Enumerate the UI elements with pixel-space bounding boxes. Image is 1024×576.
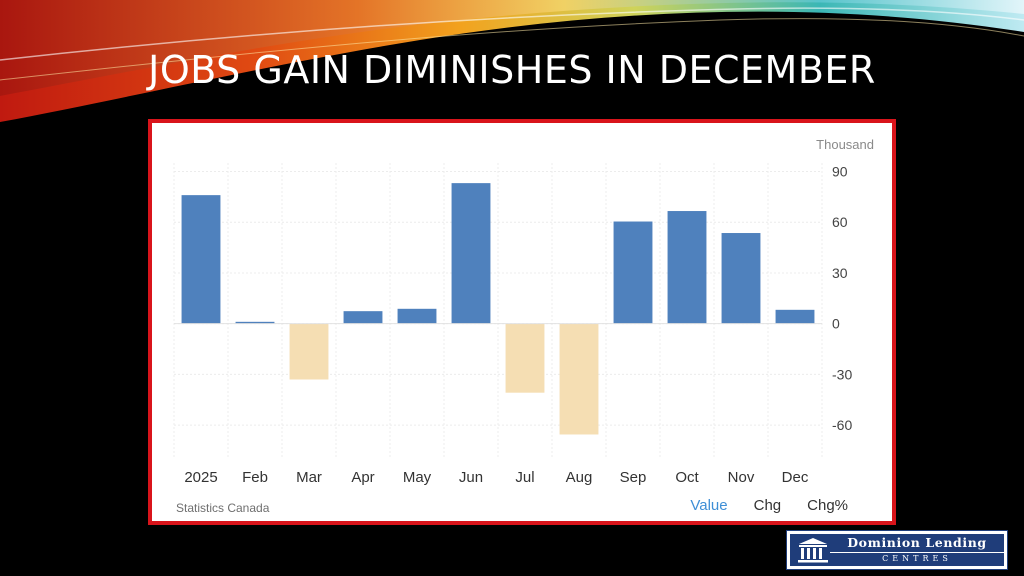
x-tick-label: Aug xyxy=(566,469,593,486)
y-tick-label: -30 xyxy=(832,366,852,382)
bar-jul xyxy=(505,323,545,393)
x-tick-label: Jun xyxy=(459,469,483,486)
company-logo: Dominion Lending CENTRES xyxy=(786,530,1008,570)
x-tick-label: Apr xyxy=(351,469,374,486)
x-tick-label: Feb xyxy=(242,469,268,486)
y-tick-label: 90 xyxy=(832,163,848,179)
bar-feb xyxy=(235,321,275,324)
chart-source: Statistics Canada xyxy=(176,501,270,515)
bar-dec xyxy=(775,309,815,324)
bar-2025 xyxy=(181,195,221,324)
x-tick-label: Oct xyxy=(675,469,699,486)
bar-sep xyxy=(613,221,653,324)
bar-mar xyxy=(289,323,329,380)
x-tick-label: Sep xyxy=(620,469,647,486)
y-tick-label: 30 xyxy=(832,265,848,281)
bar-may xyxy=(397,308,437,324)
decorative-swoosh xyxy=(0,0,1024,122)
y-tick-label: 0 xyxy=(832,316,840,332)
slide-title: JOBS GAIN DIMINISHES IN DECEMBER xyxy=(148,48,876,92)
chart-unit-label: Thousand xyxy=(816,137,874,152)
bar-apr xyxy=(343,311,383,324)
chart-frame: 90 60 30 0 -30 -60 2025 Feb Mar Apr May Jun Jul Aug Se… xyxy=(148,119,896,525)
building-columns-icon xyxy=(798,538,828,563)
tab-value[interactable]: Value xyxy=(690,497,728,514)
bar-oct xyxy=(667,211,707,324)
chart-tabs: Value Chg Chg% xyxy=(690,497,848,514)
tab-chg-percent[interactable]: Chg% xyxy=(807,497,848,514)
bar-jun xyxy=(451,183,491,324)
x-tick-label: May xyxy=(403,469,432,486)
y-tick-label: 60 xyxy=(832,214,848,230)
tab-chg[interactable]: Chg xyxy=(753,497,782,514)
bar-chart: 90 60 30 0 -30 -60 2025 Feb Mar Apr May Jun Jul Aug Se… xyxy=(173,163,852,486)
bar-aug xyxy=(559,323,599,435)
x-tick-label: Nov xyxy=(728,469,755,486)
x-tick-label: 2025 xyxy=(184,469,217,486)
x-tick-label: Jul xyxy=(515,469,534,486)
x-tick-label: Mar xyxy=(296,469,322,486)
bar-nov xyxy=(721,233,761,324)
y-tick-label: -60 xyxy=(832,417,852,433)
logo-subtitle: CENTRES xyxy=(830,552,1004,563)
x-tick-label: Dec xyxy=(782,469,809,486)
logo-name: Dominion Lending xyxy=(847,534,987,550)
